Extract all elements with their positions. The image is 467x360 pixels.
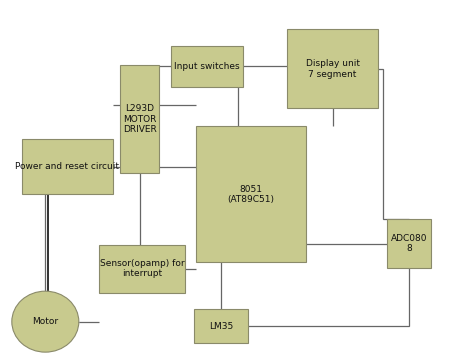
Text: LM35: LM35 bbox=[209, 321, 233, 330]
Bar bbox=[197, 126, 306, 262]
Bar bbox=[120, 65, 159, 173]
Text: Power and reset circuit: Power and reset circuit bbox=[15, 162, 120, 171]
Text: Sensor(opamp) for
interrupt: Sensor(opamp) for interrupt bbox=[99, 259, 184, 278]
Text: L293D
MOTOR
DRIVER: L293D MOTOR DRIVER bbox=[123, 104, 156, 134]
Text: Input switches: Input switches bbox=[174, 62, 240, 71]
Bar bbox=[22, 139, 113, 194]
Bar bbox=[387, 220, 432, 268]
Bar bbox=[99, 244, 185, 293]
Ellipse shape bbox=[12, 291, 79, 352]
Bar bbox=[171, 45, 243, 87]
Bar bbox=[287, 30, 378, 108]
Text: 8051
(AT89C51): 8051 (AT89C51) bbox=[227, 185, 275, 204]
Text: ADC080
8: ADC080 8 bbox=[391, 234, 428, 253]
Bar bbox=[194, 309, 248, 343]
Text: Motor: Motor bbox=[32, 317, 58, 326]
Text: Display unit
7 segment: Display unit 7 segment bbox=[305, 59, 360, 78]
